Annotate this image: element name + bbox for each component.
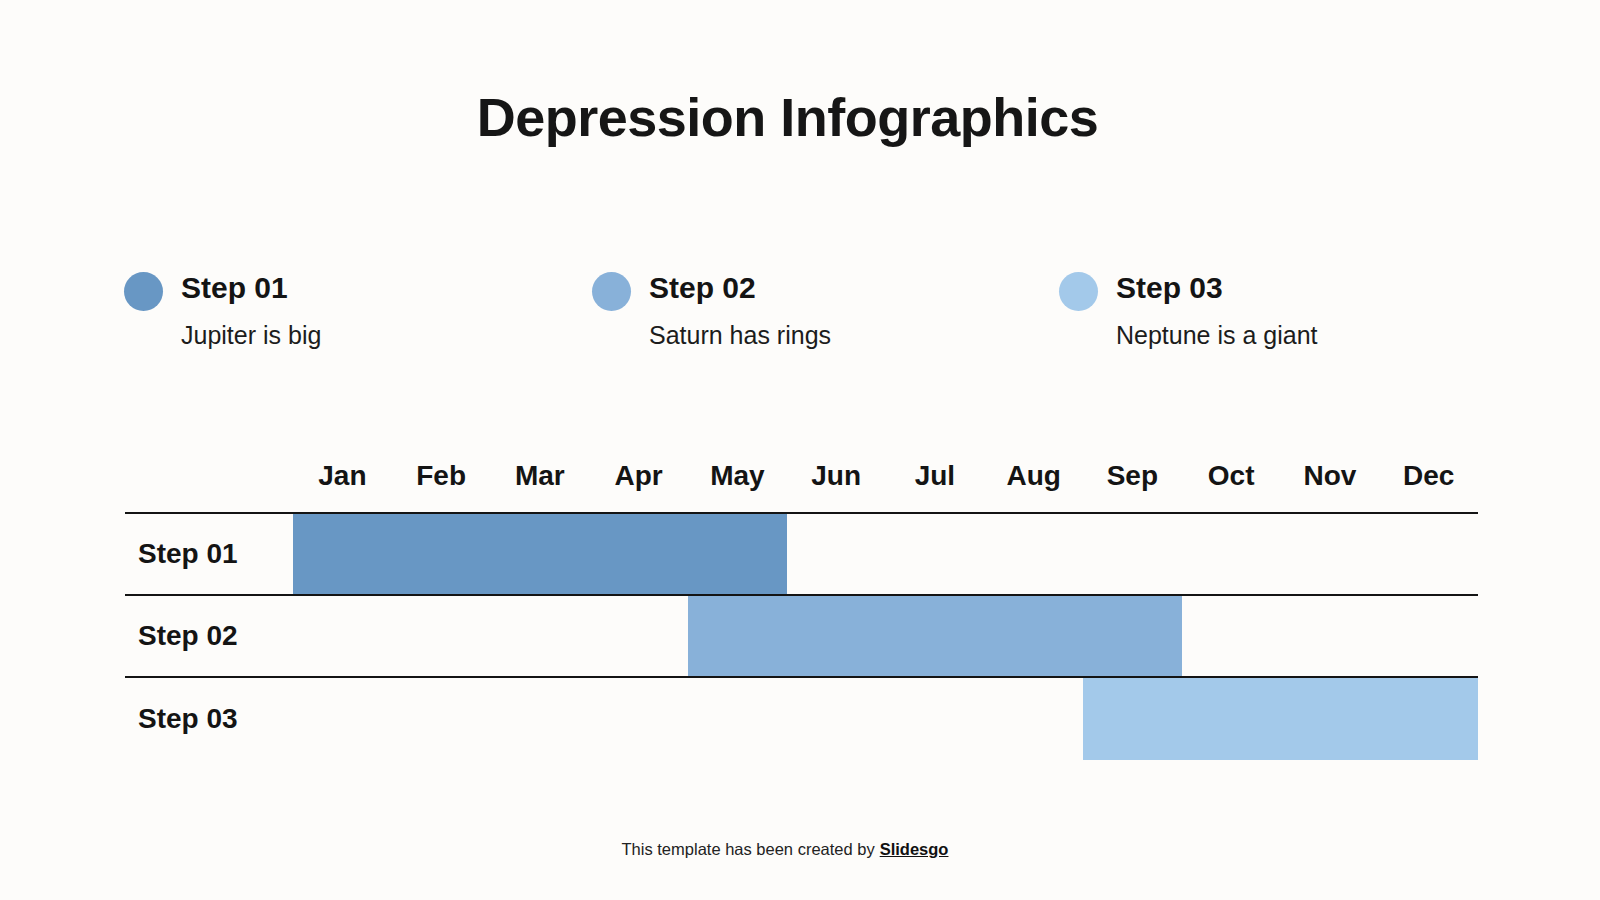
slide-title: Depression Infographics <box>0 86 1575 148</box>
legend-description: Jupiter is big <box>181 321 321 350</box>
slidesgo-link[interactable]: Slidesgo <box>880 840 949 858</box>
month-label: Feb <box>392 440 491 512</box>
month-label: May <box>688 440 787 512</box>
gantt-bar-step-01 <box>293 514 787 594</box>
month-label: Nov <box>1281 440 1380 512</box>
step-01-dot-icon <box>124 272 163 311</box>
legend-label: Step 03 <box>1116 271 1318 305</box>
month-label: Dec <box>1379 440 1478 512</box>
legend-label: Step 02 <box>649 271 831 305</box>
month-label: Mar <box>491 440 590 512</box>
month-label: Apr <box>589 440 688 512</box>
legend-description: Neptune is a giant <box>1116 321 1318 350</box>
month-label: Aug <box>984 440 1083 512</box>
legend-description: Saturn has rings <box>649 321 831 350</box>
slide-canvas: Depression Infographics Step 01 Jupiter … <box>0 0 1600 900</box>
gantt-bar-step-02 <box>688 596 1182 676</box>
month-axis: Jan Feb Mar Apr May Jun Jul Aug Sep Oct … <box>293 440 1478 512</box>
legend-item-step-01: Step 01 Jupiter is big <box>124 271 321 350</box>
row-label: Step 02 <box>138 620 238 652</box>
footer-credit: This template has been created by Slidesg… <box>0 840 1570 859</box>
legend-item-step-02: Step 02 Saturn has rings <box>592 271 831 350</box>
gantt-month-header: Jan Feb Mar Apr May Jun Jul Aug Sep Oct … <box>125 440 1478 514</box>
gantt-chart: Jan Feb Mar Apr May Jun Jul Aug Sep Oct … <box>125 440 1478 760</box>
gantt-row-step-01: Step 01 <box>125 514 1478 596</box>
step-03-dot-icon <box>1059 272 1098 311</box>
row-label: Step 01 <box>138 538 238 570</box>
step-02-dot-icon <box>592 272 631 311</box>
month-label: Jun <box>787 440 886 512</box>
footer-credit-text: This template has been created by <box>622 840 875 858</box>
gantt-bar-step-03 <box>1083 678 1478 760</box>
month-label: Jul <box>886 440 985 512</box>
gantt-row-step-02: Step 02 <box>125 596 1478 678</box>
legend-item-step-03: Step 03 Neptune is a giant <box>1059 271 1318 350</box>
row-label: Step 03 <box>138 703 238 735</box>
legend-label: Step 01 <box>181 271 321 305</box>
month-label: Jan <box>293 440 392 512</box>
month-label: Oct <box>1182 440 1281 512</box>
gantt-row-step-03: Step 03 <box>125 678 1478 760</box>
month-label: Sep <box>1083 440 1182 512</box>
